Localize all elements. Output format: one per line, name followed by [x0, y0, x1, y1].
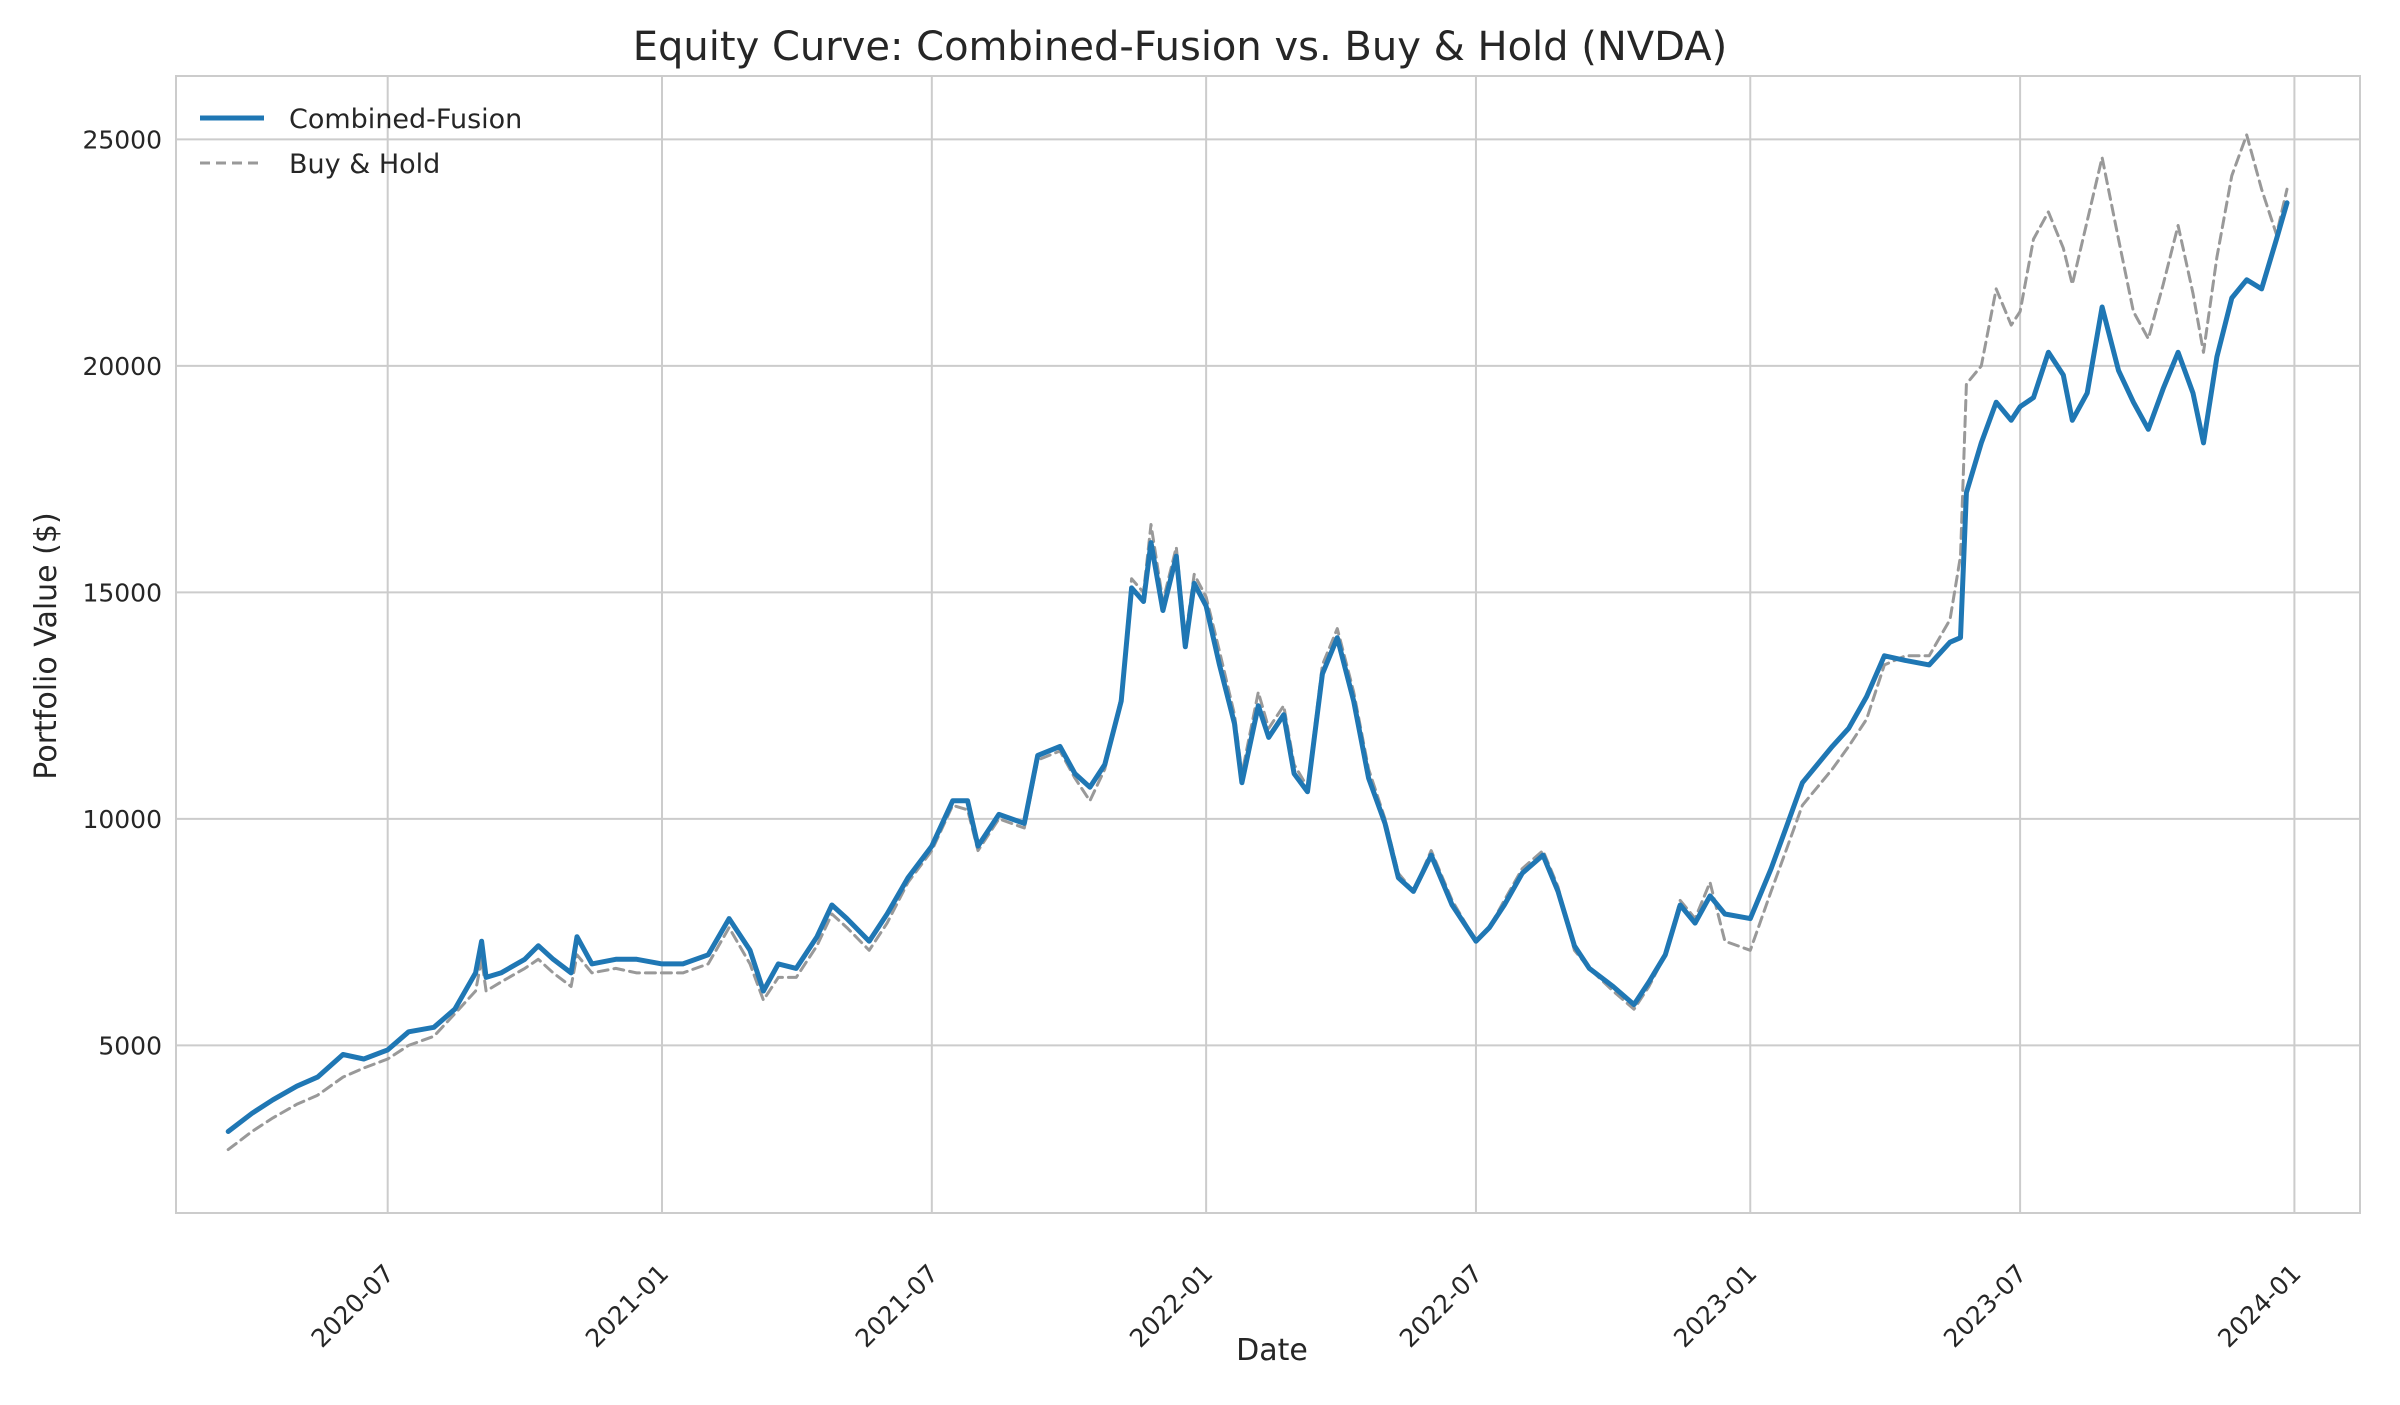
grid-layer — [176, 76, 2360, 1213]
legend-label: Buy & Hold — [289, 149, 440, 180]
legend: Combined-Fusion Buy & Hold — [200, 104, 522, 180]
y-tick-label: 10000 — [82, 805, 162, 834]
series-layer — [225, 133, 2290, 1152]
y-axis-label: Portfolio Value ($) — [29, 512, 64, 779]
chart-title: Equity Curve: Combined-Fusion vs. Buy & … — [633, 24, 1727, 70]
series-line-combined-fusion — [225, 200, 2290, 1134]
y-tick-label: 15000 — [82, 578, 162, 607]
y-tick-label: 20000 — [82, 352, 162, 381]
y-tick-label: 25000 — [82, 125, 162, 154]
plot-frame — [175, 75, 2361, 1214]
y-tick-label: 5000 — [98, 1031, 162, 1060]
legend-label: Combined-Fusion — [289, 104, 522, 135]
x-axis-label: Date — [1236, 1333, 1308, 1368]
